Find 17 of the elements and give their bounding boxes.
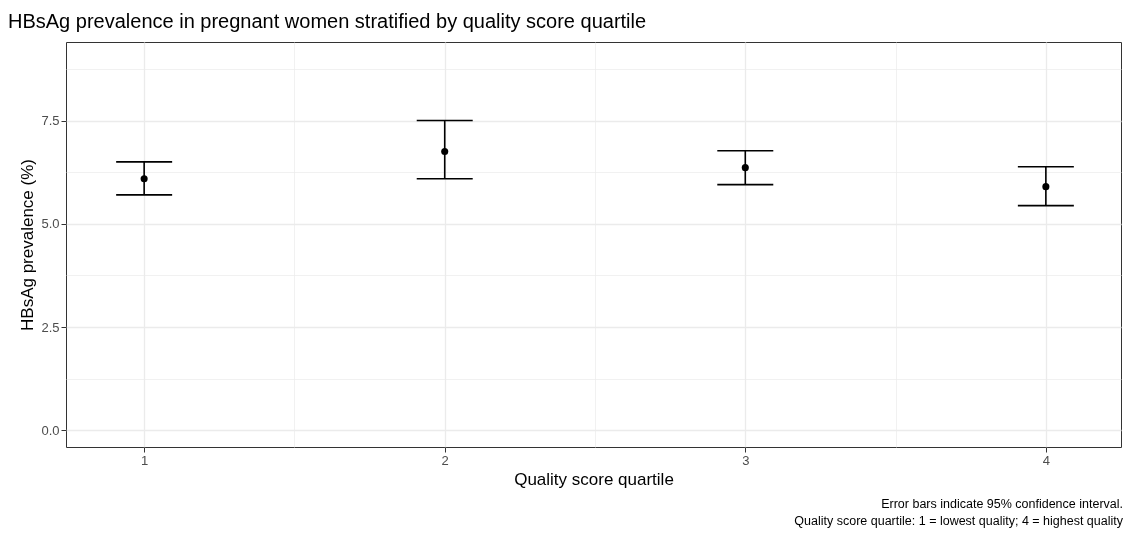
- y-axis-title: HBsAg prevalence (%): [18, 159, 38, 331]
- x-tick-label: 3: [742, 452, 750, 468]
- chart-title: HBsAg prevalence in pregnant women stratified by quality score quartile: [8, 10, 647, 32]
- point: [441, 147, 449, 156]
- point: [741, 164, 749, 172]
- y-tick-label: 5.0: [41, 216, 60, 232]
- y-tick-label: 2.5: [41, 319, 60, 335]
- text: Quality score quartile: 1 = lowest quality; 4 = highest quality: [794, 513, 1123, 530]
- text: Error bars indicate 95% confidence interval.: [880, 496, 1123, 513]
- y-tick-label: 0.0: [41, 422, 60, 438]
- x-tick-label: 2: [441, 452, 449, 468]
- point: [1042, 183, 1050, 191]
- point: [140, 175, 148, 183]
- x-axis-title: Quality score quartile: [514, 469, 674, 489]
- x-tick-label: 4: [1042, 452, 1050, 468]
- x-tick-label: 1: [141, 452, 149, 468]
- y-tick-label: 7.5: [41, 113, 60, 129]
